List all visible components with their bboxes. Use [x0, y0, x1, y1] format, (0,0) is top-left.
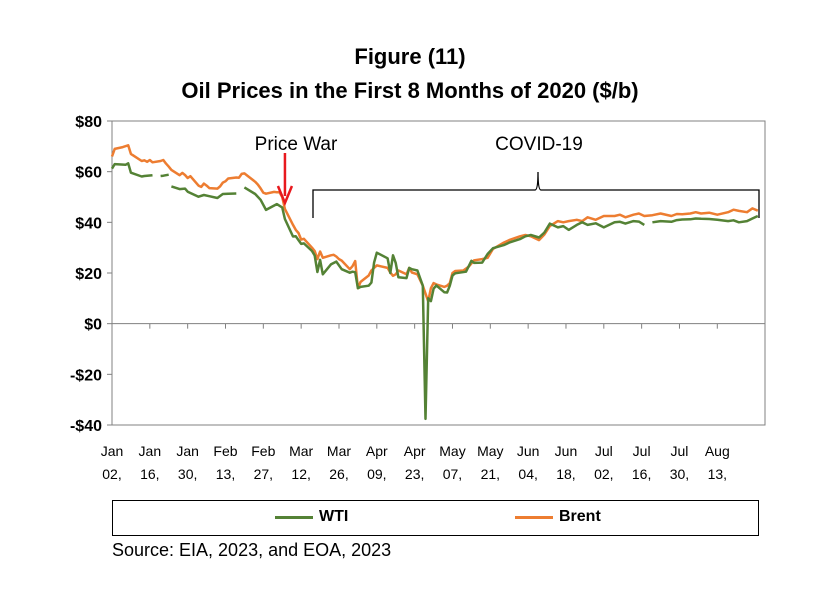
x-tick-label: 30,: [178, 466, 197, 482]
x-tick-label: 16,: [632, 466, 651, 482]
x-tick-label: 16,: [140, 466, 159, 482]
x-tick-label: 26,: [329, 466, 348, 482]
legend-label-wti: WTI: [319, 508, 349, 525]
legend-label-brent: Brent: [559, 508, 601, 525]
series-line-brent: [110, 144, 759, 303]
price-war-label: Price War: [255, 134, 338, 155]
y-tick-label: -$40: [70, 418, 102, 435]
legend-swatch-wti: [275, 515, 313, 519]
y-tick-label: $0: [84, 317, 102, 334]
plot-border: [111, 120, 766, 426]
x-tick-label: 13,: [216, 466, 235, 482]
series-line-wti: [110, 162, 759, 421]
x-tick-label: 09,: [367, 466, 386, 482]
x-tick-label: May: [439, 443, 465, 459]
x-tick-label: 04,: [518, 466, 537, 482]
legend: WTI Brent: [112, 500, 759, 536]
x-tick-label: 02,: [102, 466, 121, 482]
plot-frame: [111, 120, 766, 426]
x-tick-label: Jul: [633, 443, 651, 459]
x-tick-label: 07,: [443, 466, 462, 482]
x-tick-label: Jun: [555, 443, 578, 459]
x-tick-label: Mar: [327, 443, 351, 459]
x-tick-label: 21,: [481, 466, 500, 482]
x-tick-label: 02,: [594, 466, 613, 482]
x-tick-label: Jan: [139, 443, 162, 459]
legend-item-wti: WTI: [275, 508, 348, 526]
x-tick-label: 13,: [708, 466, 727, 482]
price-war-arrow-head: [276, 185, 294, 207]
y-axis: $80 $60 $40 $20 $0 -$20 -$40: [70, 114, 112, 435]
legend-swatch-brent: [515, 515, 553, 519]
x-tick-label: 27,: [254, 466, 273, 482]
x-tick-label: Feb: [251, 443, 275, 459]
x-tick-label: 12,: [291, 466, 310, 482]
series-layer: [110, 144, 759, 421]
x-tick-label: Jul: [595, 443, 613, 459]
chart-title: Oil Prices in the First 8 Months of 2020…: [181, 78, 639, 103]
y-tick-label: $60: [75, 165, 102, 182]
covid-label: COVID-19: [495, 134, 583, 155]
source-note: Source: EIA, 2023, and EOA, 2023: [112, 540, 392, 560]
x-tick-label: May: [477, 443, 503, 459]
x-tick-label: Feb: [213, 443, 237, 459]
x-tick-label: 23,: [405, 466, 424, 482]
x-tick-label: Aug: [705, 443, 730, 459]
x-tick-label: Apr: [366, 443, 388, 459]
annotations: Price War COVID-19: [255, 134, 760, 218]
y-tick-label: $20: [75, 266, 102, 283]
x-tick-label: Apr: [404, 443, 426, 459]
y-tick-label: -$20: [70, 367, 102, 384]
x-tick-label: Jan: [101, 443, 124, 459]
x-tick-label: Jan: [176, 443, 199, 459]
x-tick-label: 18,: [556, 466, 575, 482]
y-tick-label: $80: [75, 114, 102, 131]
legend-item-brent: Brent: [515, 508, 601, 526]
covid-brace: [312, 171, 760, 218]
x-tick-label: Jun: [517, 443, 540, 459]
x-tick-label: Jul: [671, 443, 689, 459]
y-tick-label: $40: [75, 215, 102, 232]
x-axis: Jan 02, Jan 16, Jan 30, Feb 13, Feb 27, Mar 12, Mar 2…: [101, 323, 730, 482]
x-tick-label: 30,: [670, 466, 689, 482]
figure-number: Figure (11): [354, 44, 466, 69]
x-tick-label: Mar: [289, 443, 313, 459]
